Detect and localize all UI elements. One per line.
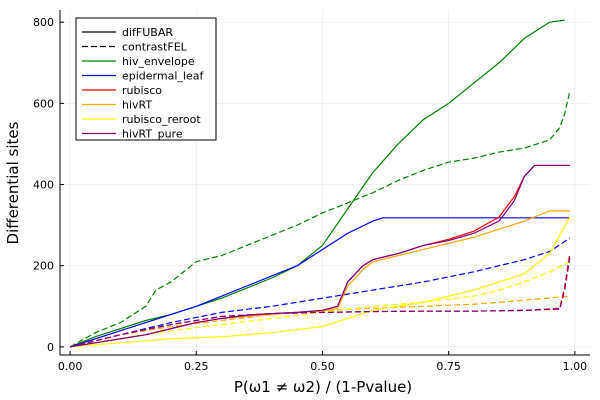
series-line-rubisco-reroot-diffubar (70, 216, 571, 348)
legend-box (75, 17, 217, 141)
x-tick-label: 0.50 (310, 360, 335, 373)
series-line-hivRT-pure-diffubar (70, 164, 570, 348)
series-line-hiv-envelope-diffubar (69, 19, 565, 348)
x-tick-label: 0.75 (436, 360, 461, 373)
series-line-hiv-envelope-contrastfel (69, 91, 571, 348)
series-line-rubisco-contrastfel (69, 253, 571, 348)
y-tick-label: 400 (33, 179, 54, 192)
legend-label: rubisco_reroot (122, 113, 201, 126)
x-tick-label: 0.25 (184, 360, 209, 373)
legend-label: contrastFEL (122, 41, 188, 54)
y-tick-label: 600 (33, 97, 54, 110)
x-axis-label: P(ω1 ≠ ω2) / (1-Pvalue) (234, 378, 412, 396)
legend-label: hivRT_pure (122, 128, 183, 141)
series-line-hivRT-contrastfel (69, 295, 570, 348)
plot-area (69, 19, 571, 348)
legend-label: hiv_envelope (122, 55, 195, 68)
legend-label: hivRT (122, 99, 152, 112)
tick-labels: 0.00 0.25 0.50 0.75 1.00 0 200 400 600 800 (33, 16, 587, 373)
legend-label: difFUBAR (122, 26, 173, 39)
axes (59, 10, 590, 356)
series-line-epidermal-leaf-diffubar (69, 217, 570, 348)
series-line-rubisco-diffubar (70, 164, 570, 348)
series-line-hivRT-pure-contrastfel (69, 257, 571, 348)
series-line-epidermal-leaf-contrastfel (69, 237, 571, 348)
x-tick-label: 1.00 (563, 360, 588, 373)
y-tick-label: 800 (33, 16, 54, 29)
y-axis-label: Differential sites (4, 121, 22, 244)
y-tick-label: 0 (47, 341, 54, 354)
legend-label: epidermal_leaf (122, 70, 204, 83)
y-tick-label: 200 (33, 260, 54, 273)
series-line-rubisco-reroot-contrastfel (70, 261, 571, 348)
legend-label: rubisco (122, 84, 162, 97)
x-tick-label: 0.00 (58, 360, 83, 373)
